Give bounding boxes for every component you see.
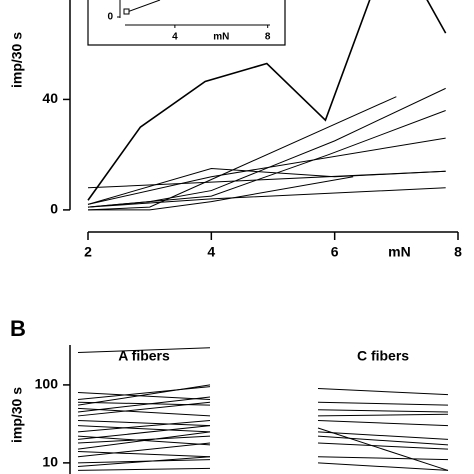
data-line bbox=[317, 401, 449, 406]
data-line bbox=[317, 435, 449, 446]
data-line bbox=[87, 96, 397, 211]
series-group bbox=[87, 0, 447, 211]
data-line bbox=[77, 442, 211, 458]
data-line bbox=[77, 384, 211, 406]
data-line bbox=[77, 425, 211, 440]
y-axis-label: imp/30 s bbox=[9, 387, 25, 443]
data-line bbox=[77, 425, 211, 433]
data-line bbox=[87, 0, 447, 201]
inset-x-tick-label: 8 bbox=[265, 32, 271, 43]
data-line bbox=[77, 456, 211, 467]
x-axis-label: mN bbox=[388, 244, 411, 260]
data-line bbox=[77, 391, 211, 400]
data-line bbox=[88, 176, 354, 211]
data-line bbox=[77, 419, 211, 427]
y-axis-label: imp/30 s bbox=[9, 32, 25, 88]
data-line bbox=[87, 87, 446, 208]
data-line bbox=[317, 462, 449, 471]
data-line bbox=[87, 137, 446, 205]
y-tick-label: 40 bbox=[42, 90, 58, 106]
subplot-title: A fibers bbox=[118, 348, 170, 364]
inset-line bbox=[126, 0, 161, 13]
subplot-title: C fibers bbox=[357, 348, 409, 364]
data-line bbox=[87, 167, 446, 205]
data-line bbox=[317, 409, 449, 413]
data-line bbox=[317, 419, 449, 427]
x-tick-label: 4 bbox=[207, 244, 215, 260]
data-line bbox=[77, 450, 211, 458]
data-line bbox=[77, 396, 211, 413]
inset-x-tick-label: 4 bbox=[172, 32, 178, 43]
data-line bbox=[77, 419, 211, 433]
y-tick-label: 10 bbox=[42, 454, 58, 470]
x-tick-label: 2 bbox=[84, 244, 92, 260]
data-line bbox=[77, 347, 211, 354]
data-line bbox=[87, 187, 446, 208]
y-tick-label: 0 bbox=[50, 201, 58, 217]
data-line bbox=[317, 442, 449, 450]
panel-label: B bbox=[10, 316, 26, 341]
x-tick-label: 6 bbox=[331, 244, 339, 260]
inset-x-label: mN bbox=[213, 32, 229, 43]
data-line bbox=[317, 456, 449, 461]
data-line bbox=[77, 431, 211, 450]
inset-frame bbox=[87, 0, 286, 46]
data-line bbox=[87, 110, 446, 208]
data-line bbox=[317, 387, 449, 396]
inset-y-tick-label: 0 bbox=[107, 12, 113, 23]
data-line bbox=[77, 435, 211, 444]
data-line bbox=[77, 401, 211, 417]
data-line bbox=[317, 431, 449, 440]
data-line bbox=[77, 467, 211, 471]
x-tick-label: 8 bbox=[454, 244, 462, 260]
data-line bbox=[317, 413, 449, 417]
inset-marker bbox=[123, 8, 130, 15]
data-line bbox=[317, 427, 449, 471]
y-tick-label: 100 bbox=[35, 376, 59, 392]
